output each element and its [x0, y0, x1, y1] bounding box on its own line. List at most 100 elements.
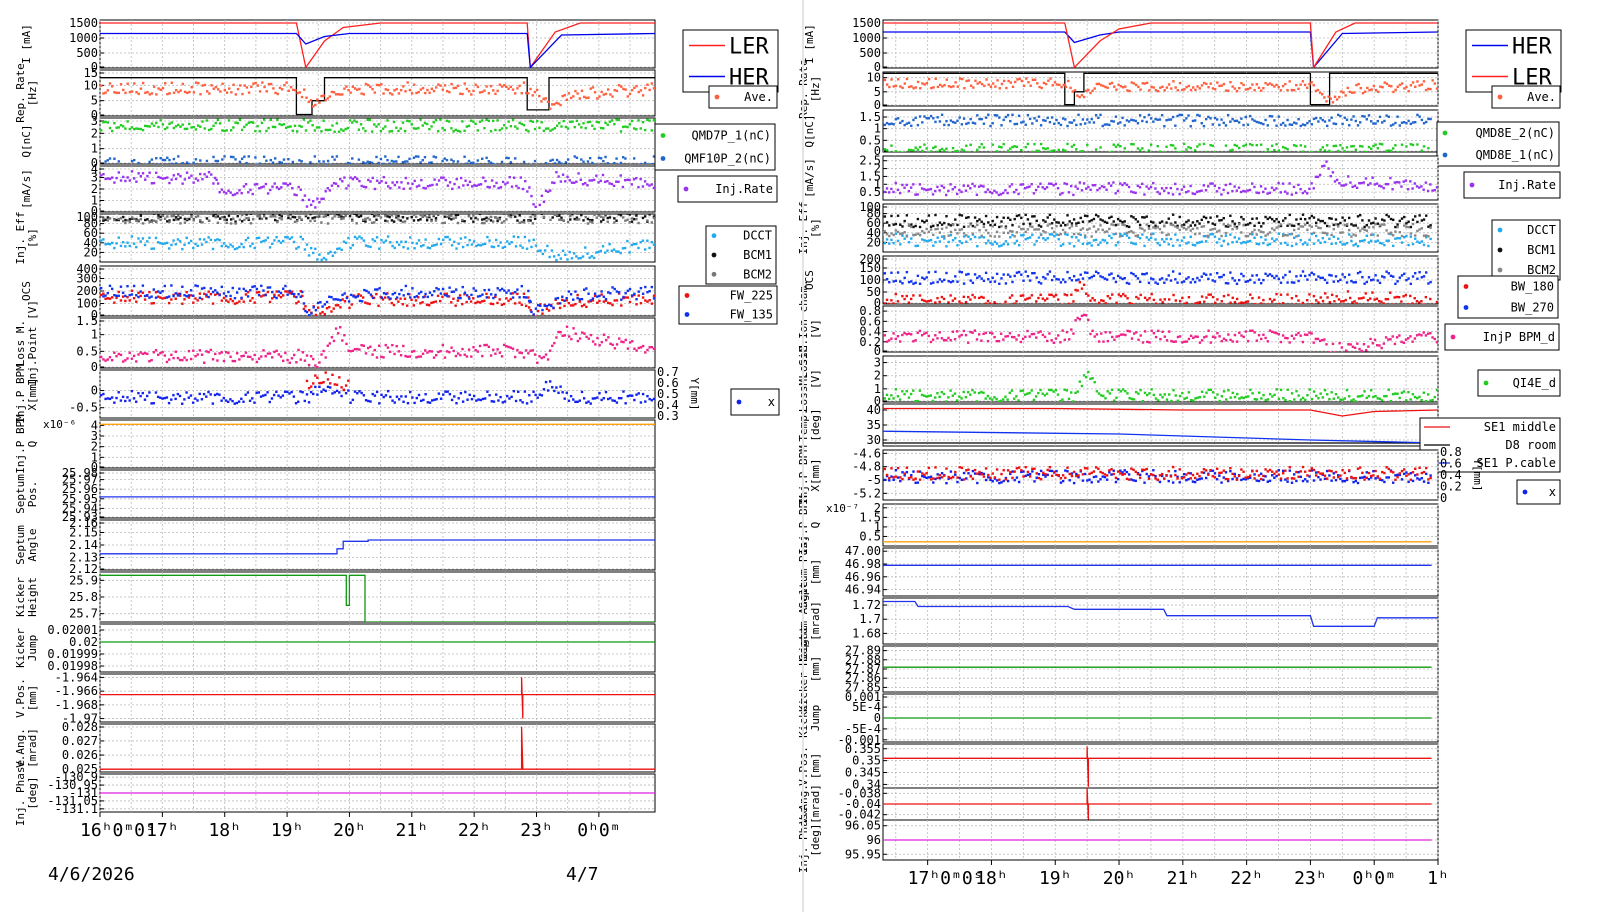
data-point: [506, 395, 508, 397]
data-point: [260, 186, 262, 188]
data-point: [193, 91, 195, 93]
y-axis-label: Pos.: [26, 481, 39, 508]
data-point: [135, 180, 137, 182]
data-point: [383, 176, 385, 178]
data-point: [419, 118, 421, 120]
data-point: [607, 291, 609, 293]
data-point: [449, 181, 451, 183]
data-point: [371, 222, 373, 224]
data-point: [144, 352, 146, 354]
data-point: [272, 126, 274, 128]
data-point: [457, 222, 459, 224]
data-point: [338, 376, 340, 378]
data-point: [897, 240, 899, 242]
data-point: [579, 337, 581, 339]
data-point: [142, 222, 144, 224]
data-point: [236, 247, 238, 249]
data-point: [1040, 124, 1042, 126]
data-point: [988, 83, 990, 85]
data-point: [947, 223, 949, 225]
data-point: [560, 217, 562, 219]
data-point: [385, 240, 387, 242]
data-point: [1080, 123, 1082, 125]
data-point: [238, 300, 240, 302]
data-point: [1400, 185, 1402, 187]
data-point: [626, 218, 628, 220]
data-point: [523, 293, 525, 295]
data-point: [542, 98, 544, 100]
data-point: [365, 83, 367, 85]
data-point: [510, 241, 512, 243]
data-point: [405, 241, 407, 243]
data-point: [389, 216, 391, 218]
data-point: [1110, 151, 1112, 153]
data-point: [364, 130, 366, 132]
data-point: [1278, 86, 1280, 88]
data-point: [1036, 82, 1038, 84]
data-point: [501, 127, 503, 129]
data-point: [508, 243, 510, 245]
data-point: [177, 173, 179, 175]
data-point: [965, 123, 967, 125]
data-point: [175, 351, 177, 353]
data-point: [371, 88, 373, 90]
data-point: [573, 182, 575, 184]
data-point: [1027, 143, 1029, 145]
data-point: [1050, 183, 1052, 185]
legend-label: LER: [729, 35, 769, 60]
data-point: [1354, 185, 1356, 187]
data-point: [411, 92, 413, 94]
data-point: [351, 121, 353, 123]
data-point: [1391, 188, 1393, 190]
data-point: [170, 244, 172, 246]
data-point: [1115, 244, 1117, 246]
data-point: [251, 358, 253, 360]
data-point: [1368, 146, 1370, 148]
data-point: [1330, 117, 1332, 119]
data-point: [631, 395, 633, 397]
data-point: [256, 291, 258, 293]
data-point: [947, 241, 949, 243]
data-point: [199, 349, 201, 351]
data-point: [1271, 145, 1273, 147]
data-point: [565, 299, 567, 301]
data-point: [435, 219, 437, 221]
data-point: [389, 241, 391, 243]
data-point: [381, 296, 383, 298]
data-point: [1227, 243, 1229, 245]
data-point: [505, 291, 507, 293]
data-point: [433, 399, 435, 401]
data-point: [150, 402, 152, 404]
data-point: [358, 348, 360, 350]
data-point: [333, 182, 335, 184]
data-point: [333, 215, 335, 217]
data-point: [950, 86, 952, 88]
data-point: [100, 174, 102, 176]
data-point: [433, 244, 435, 246]
data-point: [952, 85, 954, 87]
data-point: [627, 95, 629, 97]
data-point: [1221, 84, 1223, 86]
data-point: [334, 383, 336, 385]
data-point: [417, 155, 419, 157]
data-point: [159, 296, 161, 298]
data-point: [969, 118, 971, 120]
data-point: [556, 159, 558, 161]
data-point: [264, 294, 266, 296]
data-point: [278, 240, 280, 242]
data-point: [1388, 85, 1390, 87]
data-point: [1154, 238, 1156, 240]
data-point: [492, 349, 494, 351]
data-point: [111, 176, 113, 178]
data-point: [153, 220, 155, 222]
data-point: [491, 179, 493, 181]
data-point: [1249, 87, 1251, 89]
y-tick-label: 500: [76, 46, 98, 60]
data-point: [1074, 185, 1076, 187]
data-point: [219, 122, 221, 124]
data-point: [331, 124, 333, 126]
data-point: [972, 86, 974, 88]
data-point: [921, 121, 923, 123]
data-point: [133, 285, 135, 287]
